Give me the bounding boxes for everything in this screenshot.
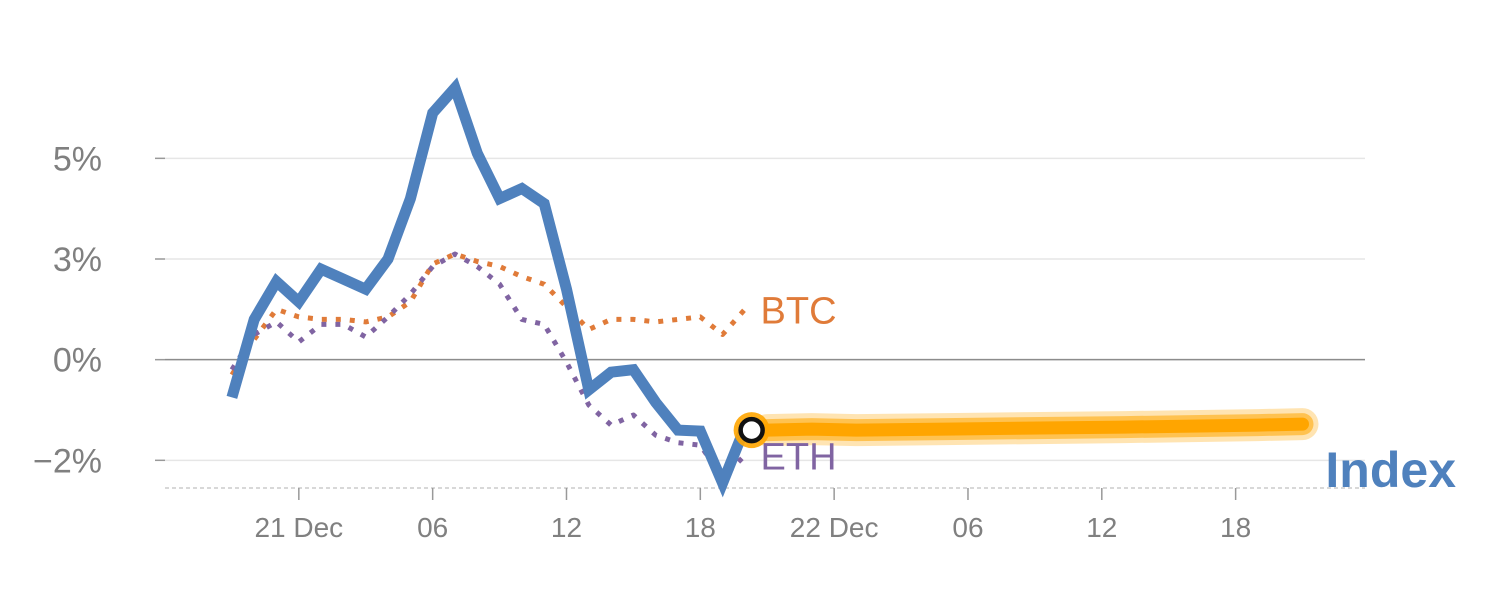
series-line-eth (229, 251, 747, 481)
x-tick-label: 12 (551, 512, 582, 543)
x-tick-label: 12 (1086, 512, 1117, 543)
label-layer: BTC ETH Index (761, 290, 1457, 498)
x-tick-label: 22 Dec (790, 512, 879, 543)
highlight-line (760, 417, 1309, 437)
series-label-eth: ETH (761, 436, 837, 478)
y-tick-label: 0% (53, 342, 102, 380)
current-marker (738, 416, 765, 444)
series-label-index: Index (1325, 442, 1456, 498)
x-tick-label: 06 (417, 512, 448, 543)
y-tick-label: 3% (53, 241, 102, 279)
x-tick-label: 18 (685, 512, 716, 543)
series-label-btc: BTC (761, 290, 837, 332)
x-tick-label: 18 (1220, 512, 1251, 543)
series-layer (226, 77, 1319, 498)
y-tick-label: 5% (53, 140, 102, 178)
y-tick-label: −2% (33, 442, 102, 480)
axis-layer: −2% 0% 3% 5% 21 Dec 06 12 18 22 Dec 06 12 18 (33, 140, 1365, 543)
series-line-index (226, 77, 751, 498)
series-line-btc (229, 251, 747, 377)
x-tick-label: 06 (952, 512, 983, 543)
x-tick-label: 21 Dec (254, 512, 343, 543)
